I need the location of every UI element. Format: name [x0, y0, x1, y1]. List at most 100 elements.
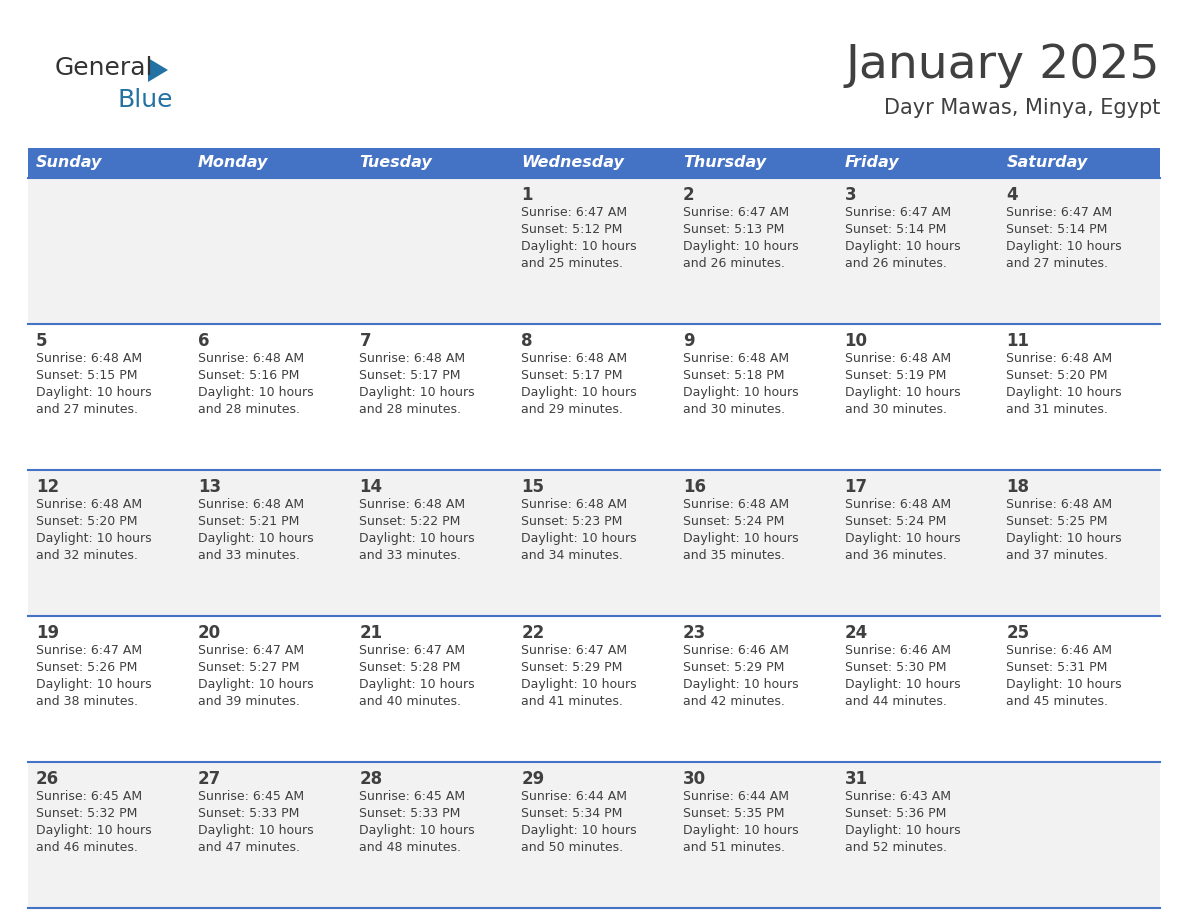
Bar [29, 148, 1159, 178]
Text: 1: 1 [522, 186, 532, 204]
Text: Daylight: 10 hours: Daylight: 10 hours [845, 386, 960, 399]
Text: Sunrise: 6:48 AM: Sunrise: 6:48 AM [683, 498, 789, 511]
Text: Daylight: 10 hours: Daylight: 10 hours [683, 240, 798, 253]
Text: 2: 2 [683, 186, 695, 204]
Text: Daylight: 10 hours: Daylight: 10 hours [197, 532, 314, 545]
Text: Sunset: 5:19 PM: Sunset: 5:19 PM [845, 369, 946, 382]
Text: Sunrise: 6:45 AM: Sunrise: 6:45 AM [197, 790, 304, 803]
Text: and 39 minutes.: and 39 minutes. [197, 695, 299, 708]
Text: 20: 20 [197, 624, 221, 642]
Text: Thursday: Thursday [683, 155, 766, 171]
Text: Sunset: 5:36 PM: Sunset: 5:36 PM [845, 807, 946, 820]
Text: Daylight: 10 hours: Daylight: 10 hours [522, 532, 637, 545]
Bar [29, 178, 1159, 324]
Text: Sunrise: 6:48 AM: Sunrise: 6:48 AM [845, 352, 950, 365]
Text: Sunrise: 6:46 AM: Sunrise: 6:46 AM [683, 644, 789, 657]
Text: Daylight: 10 hours: Daylight: 10 hours [1006, 532, 1121, 545]
Text: and 34 minutes.: and 34 minutes. [522, 549, 623, 562]
Text: 15: 15 [522, 478, 544, 496]
Text: Daylight: 10 hours: Daylight: 10 hours [1006, 678, 1121, 691]
Text: and 51 minutes.: and 51 minutes. [683, 841, 785, 854]
Text: Sunset: 5:14 PM: Sunset: 5:14 PM [845, 223, 946, 236]
Text: Sunset: 5:15 PM: Sunset: 5:15 PM [36, 369, 138, 382]
Text: Daylight: 10 hours: Daylight: 10 hours [522, 678, 637, 691]
Text: Daylight: 10 hours: Daylight: 10 hours [845, 532, 960, 545]
Text: and 26 minutes.: and 26 minutes. [845, 257, 947, 270]
Text: Sunrise: 6:48 AM: Sunrise: 6:48 AM [683, 352, 789, 365]
Text: Sunrise: 6:47 AM: Sunrise: 6:47 AM [1006, 206, 1112, 219]
Text: Sunrise: 6:48 AM: Sunrise: 6:48 AM [1006, 352, 1112, 365]
Text: 12: 12 [36, 478, 59, 496]
Bar [29, 616, 1159, 762]
Text: Sunset: 5:16 PM: Sunset: 5:16 PM [197, 369, 299, 382]
Bar [29, 470, 1159, 616]
Bar [29, 762, 1159, 908]
Text: Daylight: 10 hours: Daylight: 10 hours [36, 824, 152, 837]
Text: Sunset: 5:17 PM: Sunset: 5:17 PM [522, 369, 623, 382]
Text: Sunset: 5:31 PM: Sunset: 5:31 PM [1006, 661, 1107, 674]
Text: 16: 16 [683, 478, 706, 496]
Text: and 33 minutes.: and 33 minutes. [197, 549, 299, 562]
Text: and 36 minutes.: and 36 minutes. [845, 549, 947, 562]
Text: 5: 5 [36, 332, 48, 350]
Text: Sunrise: 6:47 AM: Sunrise: 6:47 AM [360, 644, 466, 657]
Text: Sunrise: 6:48 AM: Sunrise: 6:48 AM [197, 498, 304, 511]
Text: Daylight: 10 hours: Daylight: 10 hours [522, 386, 637, 399]
Text: Daylight: 10 hours: Daylight: 10 hours [360, 386, 475, 399]
Text: 27: 27 [197, 770, 221, 788]
Text: Sunset: 5:23 PM: Sunset: 5:23 PM [522, 515, 623, 528]
Text: and 31 minutes.: and 31 minutes. [1006, 403, 1108, 416]
Bar [29, 324, 1159, 470]
Text: 17: 17 [845, 478, 867, 496]
Text: and 42 minutes.: and 42 minutes. [683, 695, 785, 708]
Text: 29: 29 [522, 770, 544, 788]
Text: 18: 18 [1006, 478, 1029, 496]
Text: 30: 30 [683, 770, 706, 788]
Text: Daylight: 10 hours: Daylight: 10 hours [683, 532, 798, 545]
Text: Sunrise: 6:47 AM: Sunrise: 6:47 AM [36, 644, 143, 657]
Text: and 45 minutes.: and 45 minutes. [1006, 695, 1108, 708]
Text: and 28 minutes.: and 28 minutes. [360, 403, 461, 416]
Text: Daylight: 10 hours: Daylight: 10 hours [1006, 386, 1121, 399]
Text: Sunset: 5:20 PM: Sunset: 5:20 PM [1006, 369, 1107, 382]
Text: Sunset: 5:22 PM: Sunset: 5:22 PM [360, 515, 461, 528]
Text: Sunset: 5:17 PM: Sunset: 5:17 PM [360, 369, 461, 382]
Text: Sunset: 5:20 PM: Sunset: 5:20 PM [36, 515, 138, 528]
Text: Sunset: 5:25 PM: Sunset: 5:25 PM [1006, 515, 1107, 528]
Text: Sunset: 5:18 PM: Sunset: 5:18 PM [683, 369, 784, 382]
Text: and 47 minutes.: and 47 minutes. [197, 841, 299, 854]
Text: Sunrise: 6:48 AM: Sunrise: 6:48 AM [522, 352, 627, 365]
Text: 8: 8 [522, 332, 532, 350]
Text: 14: 14 [360, 478, 383, 496]
Text: Daylight: 10 hours: Daylight: 10 hours [36, 386, 152, 399]
Text: and 26 minutes.: and 26 minutes. [683, 257, 785, 270]
Text: and 37 minutes.: and 37 minutes. [1006, 549, 1108, 562]
Text: Sunset: 5:32 PM: Sunset: 5:32 PM [36, 807, 138, 820]
Text: Sunset: 5:14 PM: Sunset: 5:14 PM [1006, 223, 1107, 236]
Text: Daylight: 10 hours: Daylight: 10 hours [360, 678, 475, 691]
Text: and 29 minutes.: and 29 minutes. [522, 403, 623, 416]
Text: Sunday: Sunday [36, 155, 102, 171]
Text: 26: 26 [36, 770, 59, 788]
Polygon shape [148, 58, 168, 82]
Text: Sunrise: 6:48 AM: Sunrise: 6:48 AM [36, 352, 143, 365]
Text: 22: 22 [522, 624, 544, 642]
Text: Sunset: 5:27 PM: Sunset: 5:27 PM [197, 661, 299, 674]
Text: and 52 minutes.: and 52 minutes. [845, 841, 947, 854]
Text: Daylight: 10 hours: Daylight: 10 hours [522, 824, 637, 837]
Text: Sunset: 5:12 PM: Sunset: 5:12 PM [522, 223, 623, 236]
Text: and 41 minutes.: and 41 minutes. [522, 695, 623, 708]
Text: Daylight: 10 hours: Daylight: 10 hours [1006, 240, 1121, 253]
Text: and 25 minutes.: and 25 minutes. [522, 257, 624, 270]
Text: Daylight: 10 hours: Daylight: 10 hours [683, 678, 798, 691]
Text: 11: 11 [1006, 332, 1029, 350]
Text: Sunrise: 6:47 AM: Sunrise: 6:47 AM [845, 206, 950, 219]
Text: and 30 minutes.: and 30 minutes. [845, 403, 947, 416]
Text: Daylight: 10 hours: Daylight: 10 hours [197, 678, 314, 691]
Text: Sunrise: 6:45 AM: Sunrise: 6:45 AM [36, 790, 143, 803]
Text: Monday: Monday [197, 155, 268, 171]
Text: Sunrise: 6:47 AM: Sunrise: 6:47 AM [522, 644, 627, 657]
Text: Daylight: 10 hours: Daylight: 10 hours [522, 240, 637, 253]
Text: Sunrise: 6:48 AM: Sunrise: 6:48 AM [360, 352, 466, 365]
Text: Sunset: 5:34 PM: Sunset: 5:34 PM [522, 807, 623, 820]
